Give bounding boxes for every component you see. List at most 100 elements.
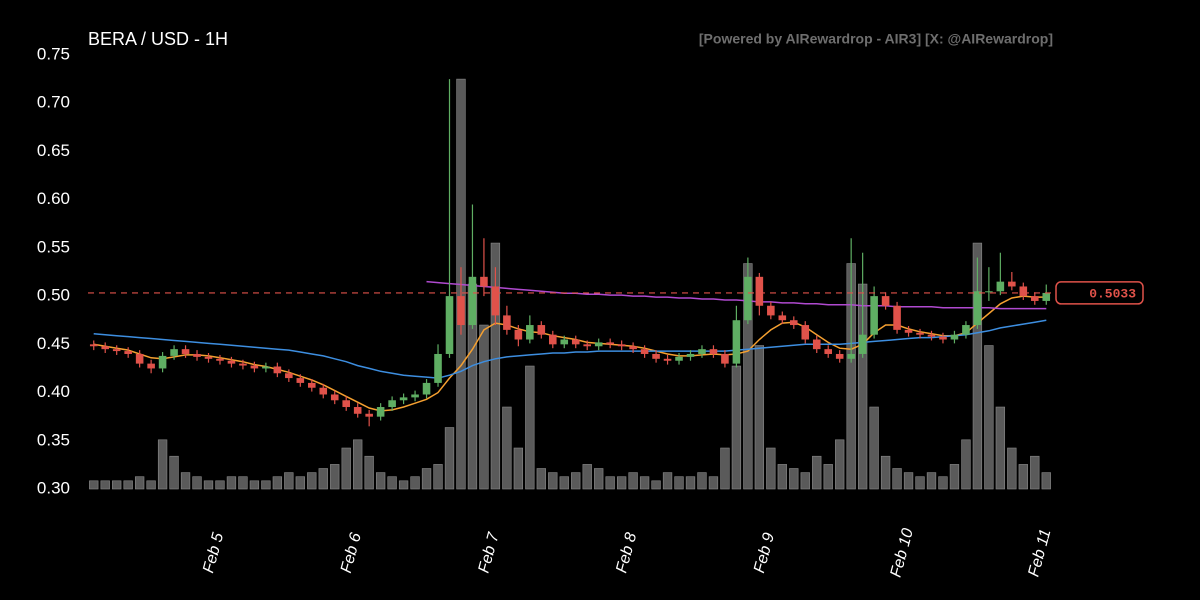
candle-body [1008, 281, 1016, 287]
candle-body [927, 334, 936, 337]
candle-body [411, 394, 419, 398]
candle-body [939, 336, 947, 340]
volume-bar [1030, 455, 1040, 490]
last-price-box [1055, 281, 1144, 305]
volume-bar [938, 476, 948, 490]
candle-body [388, 400, 396, 408]
volume-bar [502, 406, 512, 490]
candle-body [101, 346, 110, 350]
volume-bar [651, 480, 661, 490]
volume-bar [984, 345, 994, 490]
candle-body [950, 334, 959, 340]
candle-body [617, 344, 626, 347]
y-tick-label: 0.60 [37, 189, 70, 208]
volume-bar [1041, 472, 1051, 490]
chart-title: BERA / USD - 1H [88, 29, 228, 49]
candle-body [789, 320, 798, 326]
volume-bar [823, 464, 833, 490]
candle-body [594, 342, 603, 347]
candle-body [342, 400, 351, 408]
volume-bar [777, 464, 787, 490]
candle-body [1030, 296, 1039, 301]
volume-bar [731, 365, 742, 490]
candle-body [904, 329, 913, 333]
volume-bar [307, 472, 317, 490]
volume-bar [341, 447, 351, 490]
candle-body [893, 305, 901, 330]
volume-bar [444, 427, 455, 490]
candle-body [376, 407, 385, 417]
moving-average-line [93, 295, 1047, 412]
candle-body [262, 366, 270, 369]
candle-body [273, 366, 282, 374]
volume-bar [582, 464, 592, 490]
volume-bar [525, 365, 535, 490]
volume-bar [949, 464, 960, 490]
y-tick-label: 0.35 [37, 430, 70, 449]
volume-bar [639, 476, 650, 490]
candle-body [744, 276, 752, 321]
volume-bar [766, 447, 776, 490]
candle-body [158, 355, 167, 369]
y-tick-label: 0.70 [37, 93, 70, 112]
volume-bar [571, 472, 581, 490]
candle-body [767, 305, 775, 316]
volume-bar [375, 472, 386, 490]
volume-bar [272, 476, 283, 490]
candle-body [870, 296, 878, 335]
volume-bar [89, 480, 99, 490]
candle-body [503, 315, 511, 330]
volume-bar [112, 480, 122, 490]
volume-bar [513, 447, 524, 490]
volume-bar [421, 468, 432, 490]
volume-bar [318, 468, 328, 490]
volume-bar [720, 447, 730, 490]
candle-body [560, 339, 569, 345]
volume-bar [364, 455, 374, 490]
volume-bar [880, 455, 891, 490]
candle-body [480, 276, 488, 287]
volume-bar [605, 476, 615, 490]
y-tick-label: 0.65 [37, 141, 70, 160]
volume-bar [662, 472, 673, 490]
candle-body [468, 276, 477, 326]
last-price-label: 0.5033 [1089, 286, 1136, 301]
candle-body [675, 356, 683, 361]
candle-body [330, 394, 339, 401]
volume-bar [616, 476, 627, 490]
volume-bar [995, 406, 1006, 490]
volume-bar [284, 472, 294, 490]
candle-body [491, 286, 500, 316]
moving-average-line [93, 319, 1047, 379]
candle-body [663, 358, 672, 361]
candle-body [709, 349, 718, 354]
volume-bar [157, 439, 168, 490]
volume-bar [261, 480, 271, 490]
candle-body [135, 353, 144, 364]
volume-bar [249, 480, 260, 490]
candle-body [112, 349, 121, 352]
volume-bar [903, 472, 914, 490]
volume-bar [100, 480, 110, 490]
volume-bar [548, 472, 558, 490]
candle-body [434, 353, 442, 383]
candle-body [1042, 292, 1051, 301]
candle-body [698, 349, 706, 354]
volume-bar [433, 464, 443, 490]
candle-body [629, 346, 637, 350]
volume-bar [869, 406, 879, 490]
candle-body [755, 276, 764, 306]
volume-bar [628, 472, 638, 490]
candle-body [571, 339, 580, 345]
volume-bar [479, 324, 489, 490]
volume-bar [169, 455, 179, 490]
volume-bar [1018, 464, 1028, 490]
volume-bar [490, 242, 501, 490]
volume-bar [800, 472, 810, 490]
volume-bar [226, 476, 237, 490]
volume-bar [330, 464, 340, 490]
candle-body [962, 325, 970, 335]
candle-body [652, 353, 660, 359]
